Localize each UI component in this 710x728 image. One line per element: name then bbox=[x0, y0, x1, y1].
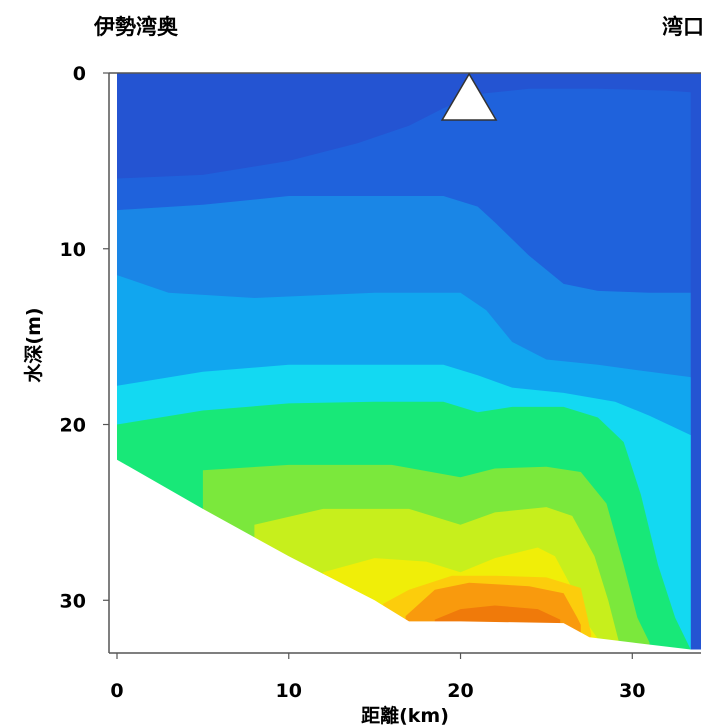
seabed-mask bbox=[115, 459, 710, 673]
tick-labels: 0 10 20 30 0 10 20 30 bbox=[60, 63, 646, 702]
y-tick-label: 30 bbox=[60, 590, 86, 612]
y-tick-label: 10 bbox=[60, 239, 86, 261]
y-tick-label: 0 bbox=[73, 63, 86, 85]
station-triangle-icon bbox=[440, 72, 498, 121]
plot-axes bbox=[108, 72, 701, 654]
x-tick-label: 10 bbox=[276, 680, 302, 702]
x-tick-label: 20 bbox=[447, 680, 473, 702]
top-left-label: 伊勢湾奥 bbox=[93, 15, 179, 39]
top-right-label: 湾口 bbox=[662, 15, 704, 39]
x-tick-label: 30 bbox=[619, 680, 645, 702]
x-axis-label: 距離(km) bbox=[361, 704, 449, 727]
y-tick-label: 20 bbox=[60, 415, 86, 437]
y-axis-label: 水深(m) bbox=[22, 307, 45, 382]
x-tick-label: 0 bbox=[110, 680, 123, 702]
